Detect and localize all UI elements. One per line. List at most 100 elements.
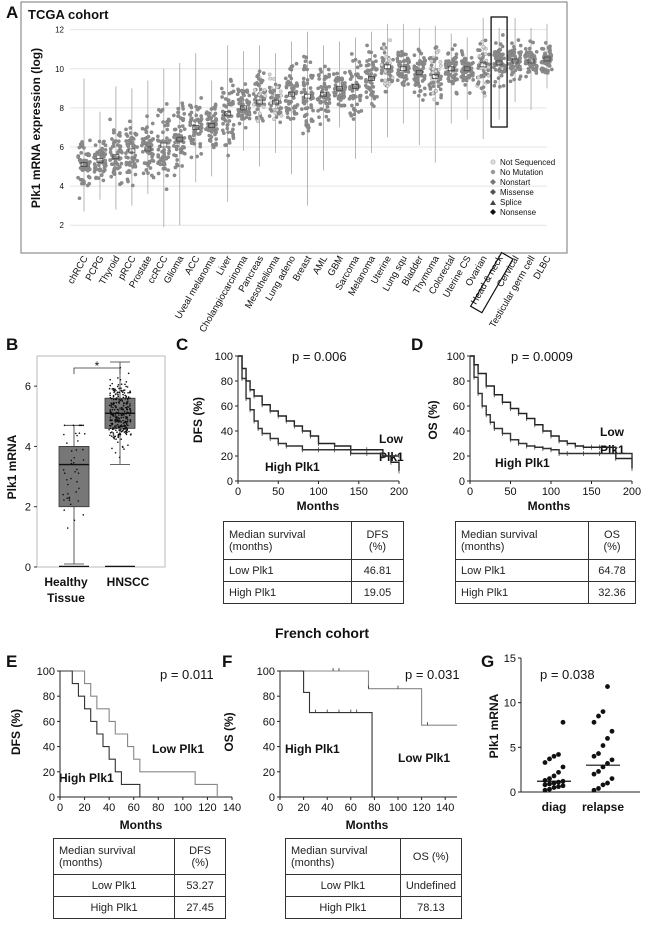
data-point (492, 83, 497, 88)
data-point (591, 771, 597, 777)
data-point (112, 394, 115, 397)
data-point (500, 44, 505, 49)
data-point (467, 91, 472, 95)
data-point (158, 162, 163, 167)
data-point (230, 130, 234, 134)
data-point (112, 432, 115, 434)
data-point (417, 84, 422, 89)
data-point (110, 402, 112, 404)
data-point (109, 394, 111, 397)
table-f: Median survival (months) OS (%) Low Plk1… (285, 838, 463, 919)
data-point (498, 47, 503, 52)
x-tick-label: 20 (297, 802, 309, 814)
data-point (177, 138, 181, 143)
data-point (126, 143, 131, 148)
table-row: Median survival (months) OS (%) (454, 521, 636, 560)
data-point (189, 116, 194, 121)
data-point (131, 143, 136, 148)
data-point (178, 147, 183, 152)
data-point (113, 160, 118, 164)
table-cell: High Plk1 (454, 581, 590, 604)
data-point (126, 408, 129, 411)
median-marker (320, 91, 327, 97)
data-point (502, 56, 506, 61)
data-point (523, 54, 528, 59)
data-point (350, 103, 354, 108)
data-point (199, 114, 204, 118)
data-point (180, 145, 185, 149)
category-label: diag (542, 800, 567, 814)
data-point (109, 396, 112, 399)
table-cell: 32.36 (588, 581, 636, 604)
data-point (103, 143, 108, 148)
median-marker (240, 105, 248, 111)
data-point (92, 169, 97, 174)
data-point (415, 78, 419, 82)
y-tick-label: 0 (510, 787, 516, 799)
data-point (114, 416, 117, 418)
data-point (267, 72, 272, 77)
data-point (439, 82, 444, 86)
data-point (135, 158, 140, 163)
data-point (187, 103, 192, 108)
data-point (102, 166, 107, 170)
data-point (294, 89, 299, 94)
y-tick-label: 6 (25, 381, 31, 393)
data-point (109, 434, 111, 437)
data-point (439, 74, 443, 79)
data-point (463, 83, 468, 87)
data-point (82, 424, 84, 427)
data-point (196, 132, 201, 136)
data-point (325, 105, 330, 109)
data-point (124, 432, 127, 435)
data-point (237, 121, 242, 126)
data-point (124, 421, 126, 424)
data-point (492, 50, 497, 54)
data-point (305, 78, 310, 82)
data-point (129, 404, 131, 407)
legend-label: Nonsense (500, 208, 537, 217)
data-point (114, 451, 117, 454)
data-point (162, 154, 167, 158)
x-tick-label: 80 (368, 802, 380, 814)
data-point (144, 168, 149, 172)
data-point (122, 419, 124, 422)
data-point (124, 394, 126, 397)
data-point (261, 105, 266, 109)
data-point (534, 63, 539, 68)
data-point (114, 139, 118, 143)
data-point (129, 411, 132, 413)
median-marker (304, 93, 311, 99)
data-point (483, 38, 488, 43)
x-tick-label: 40 (321, 802, 333, 814)
data-point (223, 143, 228, 148)
data-point (530, 66, 535, 70)
data-point (547, 56, 552, 61)
data-point (371, 65, 376, 69)
data-point (211, 145, 216, 150)
data-point (79, 150, 84, 155)
data-point (115, 415, 118, 418)
data-point (112, 403, 114, 405)
data-point (543, 70, 548, 75)
data-point (406, 82, 410, 86)
panel-e-xlabel: Months (120, 818, 163, 832)
table-header-cell: Median survival (months) (454, 521, 590, 560)
table-header-cell: Median survival (months) (223, 521, 352, 560)
data-point (382, 50, 387, 55)
data-point (379, 71, 384, 76)
data-point (156, 147, 161, 152)
data-point (355, 85, 360, 90)
data-point (161, 130, 165, 135)
data-point (551, 773, 557, 779)
y-tick-label: 100 (257, 666, 275, 678)
data-point (276, 111, 281, 116)
data-point (259, 80, 264, 85)
data-point (466, 74, 471, 78)
data-point (451, 61, 456, 66)
data-point (600, 764, 606, 770)
data-point (454, 72, 458, 77)
data-point (383, 69, 388, 74)
data-point (268, 76, 273, 81)
data-point (70, 477, 72, 480)
